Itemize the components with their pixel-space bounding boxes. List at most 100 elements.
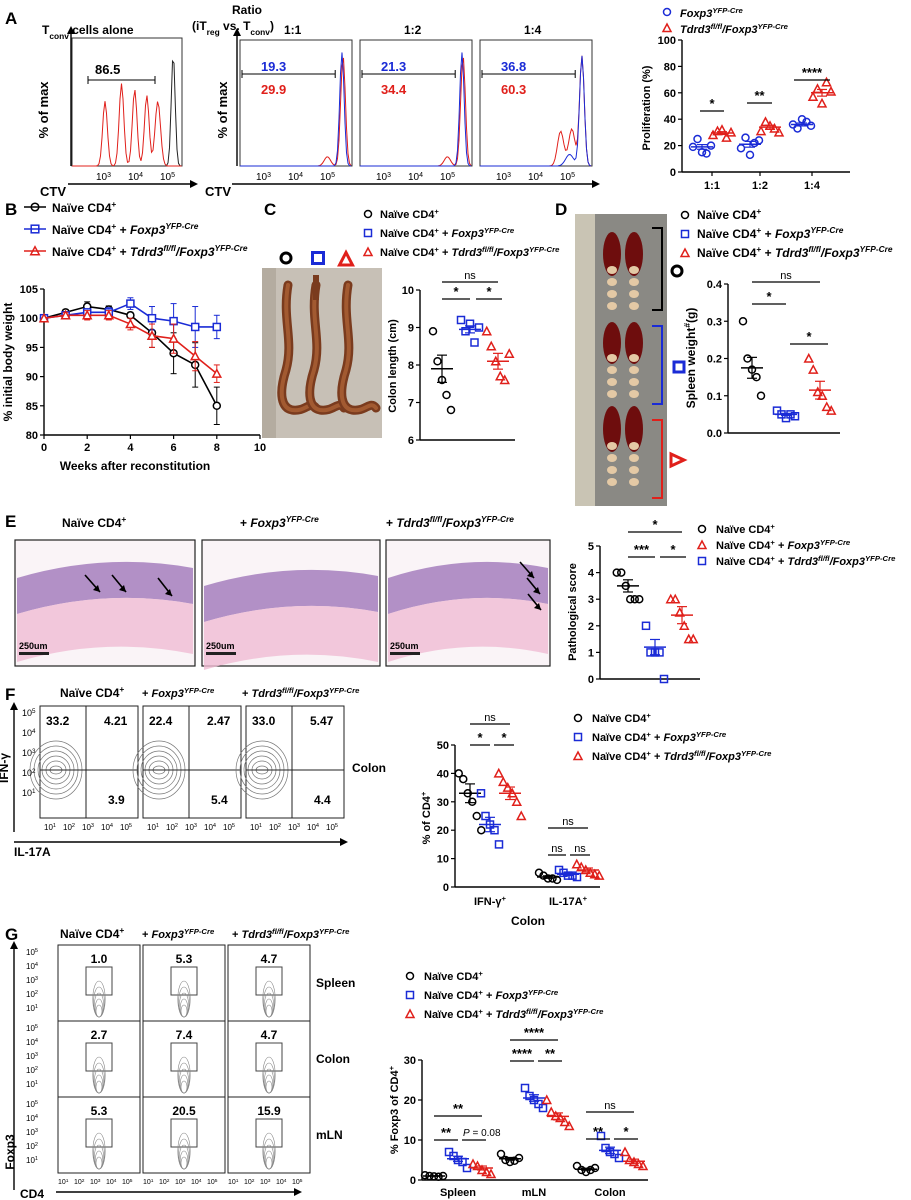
data-point: [693, 134, 702, 144]
text-span: Naïve CD4: [424, 1009, 479, 1021]
panel-letter: D: [555, 200, 567, 219]
ratio-label: 1:2: [404, 23, 422, 37]
text-span: 1: [259, 823, 262, 829]
text-span: fl/fl: [272, 927, 284, 936]
text-span: YFP-Cre: [529, 245, 560, 254]
text-span: 2: [72, 823, 75, 829]
text-span: 10: [320, 172, 332, 183]
text-span: 5: [32, 708, 36, 715]
lymph-node: [629, 354, 639, 362]
text-span: 10: [26, 976, 35, 985]
text-span: fl/fl: [818, 554, 830, 563]
panel-letter: B: [5, 200, 17, 219]
x-tick-label: 103: [256, 172, 271, 184]
data-point: [594, 870, 605, 880]
data-point: [477, 825, 486, 835]
text-span: Naïve CD4: [592, 751, 647, 763]
y-tick-label: 0: [443, 882, 449, 894]
x-tick-label: 104: [288, 172, 303, 184]
data-point: [81, 309, 93, 320]
data-point: [454, 769, 463, 778]
y-tick-label: 1: [588, 647, 594, 659]
legend-label: Naïve CD4+ + Foxp3YFP-Cre: [424, 988, 559, 1003]
data-point: [147, 313, 157, 323]
legend-label: Naïve CD4+ + Tdrd3fl/fl/Foxp3YFP-Cre: [380, 245, 560, 260]
gate-value: 4.7: [261, 1028, 278, 1042]
y-tick-label: 85: [26, 401, 38, 413]
data-point: [468, 797, 477, 807]
y-axis-arrow: [10, 702, 18, 710]
text-span: 4: [139, 172, 143, 179]
y-tick-label: 100: [20, 313, 38, 325]
group-symbol-circle: [670, 264, 684, 278]
scale-bar: [19, 652, 49, 655]
text-span: Naïve CD4: [697, 227, 757, 241]
arrow-head: [534, 603, 541, 610]
y-tick-label: 100: [658, 35, 676, 47]
legend-marker: [573, 732, 583, 742]
x-tick-label: 105: [223, 823, 235, 832]
legend-marker: [680, 210, 690, 220]
y-tick-label: 5: [588, 541, 594, 553]
spleen-specimen: [603, 232, 621, 276]
data-point: [706, 141, 716, 150]
text-span: Foxp3: [787, 540, 819, 552]
flow-plot: 4.7: [227, 1020, 311, 1098]
x-tick-label: 6: [171, 442, 177, 454]
data-point: [504, 348, 515, 358]
histology-image: 250um: [385, 539, 551, 667]
data-point: [571, 858, 582, 869]
data-point: [614, 1153, 624, 1163]
text-span: 4: [539, 172, 543, 179]
spleen-specimen: [625, 322, 643, 364]
text-span: YFP-Cre: [319, 927, 350, 936]
data-point: [472, 811, 481, 821]
x-tick-label: mLN: [522, 1187, 547, 1199]
data-point: [617, 568, 626, 577]
y-axis-label: Pathological score: [567, 563, 579, 661]
legend-label: Naïve CD4+: [424, 969, 483, 984]
lymph-node: [629, 478, 639, 486]
quadrant-value: 22.4: [149, 714, 173, 728]
spleen-specimen: [625, 232, 643, 276]
data-point: [212, 401, 222, 411]
legend-label: Naïve CD4+: [592, 711, 651, 726]
text-span: +: [770, 538, 775, 547]
density-contour: [177, 1056, 191, 1094]
histology-image: 250um: [201, 539, 381, 670]
text-span: Foxp3: [130, 223, 166, 237]
lymph-node: [607, 366, 617, 374]
flow-plot: 1.0: [57, 944, 141, 1022]
text-span: 10: [269, 823, 278, 832]
lymph-node: [607, 478, 617, 486]
text-span: YFP-Cre: [329, 686, 360, 695]
data-point: [498, 776, 509, 787]
text-span: 10: [82, 823, 91, 832]
text-span: /Foxp3: [820, 246, 860, 260]
x-tick-label: 105: [326, 823, 338, 832]
histology-title: + Foxp3YFP-Cre: [240, 514, 319, 530]
flow-plot-frame: [57, 1020, 141, 1098]
text-span: +: [646, 711, 651, 720]
text-span: +: [483, 1009, 496, 1021]
arrow-head: [533, 587, 540, 594]
data-point: [803, 352, 814, 363]
flow-plot-frame: [142, 1096, 226, 1174]
text-span: /Foxp3: [293, 688, 329, 700]
x-tick-label: Spleen: [440, 1187, 476, 1199]
legend-label: Tdrd3fl/fl/Foxp3YFP-Cre: [680, 22, 789, 37]
legend-marker: [363, 228, 373, 238]
text-span: +: [756, 206, 761, 216]
data-point: [821, 76, 832, 87]
text-span: Tdrd3: [775, 246, 809, 260]
flow-column-title: + Tdrd3fl/fl/Foxp3YFP-Cre: [232, 927, 350, 942]
significance-label: *: [766, 289, 772, 304]
text-span: 10: [175, 1179, 183, 1186]
arrow-head: [165, 589, 172, 596]
legend-label: Naïve CD4+ + Foxp3YFP-Cre: [380, 226, 515, 241]
y-tick-label: 20: [404, 1095, 416, 1107]
scale-label: 250um: [390, 641, 419, 651]
submucosa-layer: [204, 605, 378, 670]
data-point: [826, 405, 837, 415]
lymph-node: [607, 354, 617, 362]
